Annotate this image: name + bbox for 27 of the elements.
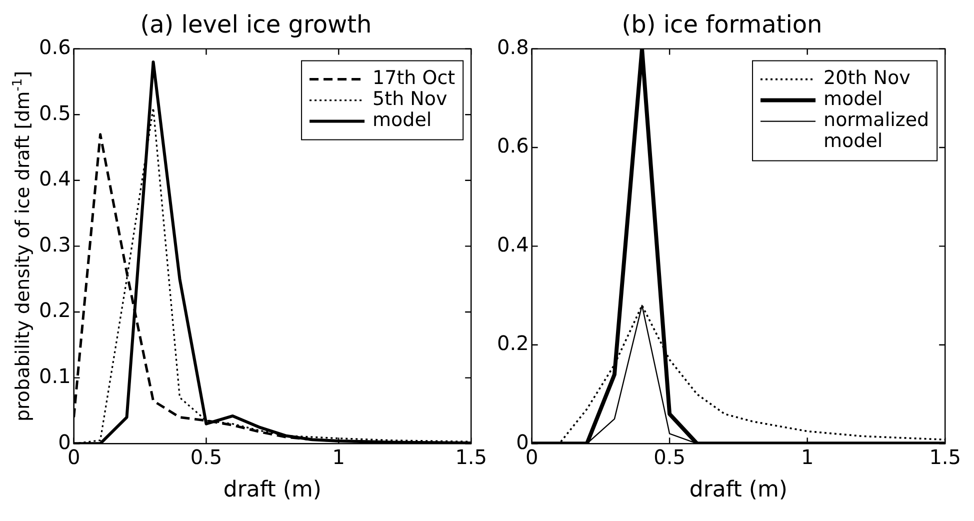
y-tick-label: 0.3 — [38, 232, 71, 256]
x-tick-label: 1 — [332, 444, 346, 469]
x-tick-label: 1 — [800, 444, 814, 469]
x-tick-label: 0.5 — [654, 444, 686, 469]
x-axis-title: draft (m) — [223, 478, 322, 503]
x-tick-label: 1.5 — [455, 444, 488, 469]
y-tick-label: 0.8 — [496, 35, 529, 60]
y-tick-label: 0.2 — [496, 331, 529, 356]
x-axis-title: draft (m) — [689, 478, 788, 503]
y-tick-label: 0.2 — [38, 298, 71, 322]
legend-label: model — [824, 88, 883, 110]
chart-title: (a) level ice growth — [140, 10, 372, 39]
legend-label: 17th Oct — [372, 67, 456, 90]
x-tick-label: 1.5 — [929, 444, 962, 469]
y-tick-label: 0.1 — [38, 364, 71, 388]
y-axis-title: probability density of ice draft [dm-1] — [10, 70, 34, 422]
x-tick-label: 0.5 — [190, 444, 222, 469]
y-tick-label: 0.4 — [496, 232, 529, 256]
legend-label: normalized model — [824, 109, 930, 152]
y-tick-label: 0.6 — [496, 134, 529, 158]
legend-label: 5th Nov — [372, 88, 448, 110]
chart-title: (b) ice formation — [622, 10, 822, 39]
y-tick-label: 0.5 — [38, 100, 71, 125]
legend-label: 20th Nov — [824, 67, 910, 90]
legend-label: model — [372, 109, 432, 132]
y-tick-label: 0.6 — [38, 35, 71, 60]
y-tick-label: 0.4 — [38, 166, 71, 191]
